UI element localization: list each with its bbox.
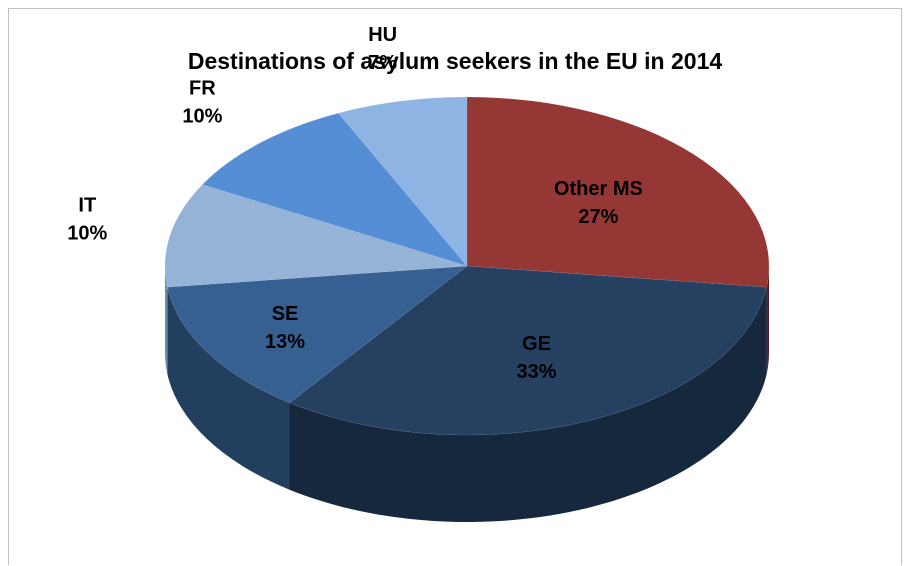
pie-label-fr: FR 10% <box>182 77 222 127</box>
pie-label-ge: GE 33% <box>517 333 557 383</box>
slice-percent-label: 10% <box>67 222 107 244</box>
pie-labels: Other MS 27% GE 33% SE 13% IT 10% FR 10% HU 7% <box>67 24 643 383</box>
pie-side-other-ms <box>766 266 769 375</box>
slice-name-label: Other MS <box>554 178 643 200</box>
pie-slice-other-ms <box>466 96 770 288</box>
pie-slice-fr <box>201 112 468 267</box>
chart-title: Destinations of asylum seekers in the EU… <box>188 48 723 74</box>
slice-percent-label: 13% <box>265 331 305 353</box>
pie-slice-ge <box>288 265 767 436</box>
chart-area: Destinations of asylum seekers in the EU… <box>8 8 902 565</box>
pie-label-hu: HU 7% <box>368 24 397 74</box>
slice-name-label: HU <box>368 24 397 46</box>
pie-chart: Destinations of asylum seekers in the EU… <box>67 24 770 522</box>
slice-percent-label: 27% <box>578 206 618 228</box>
pie-side-it <box>165 266 168 375</box>
slice-name-label: SE <box>272 303 299 325</box>
pie-label-se: SE 13% <box>265 303 305 353</box>
slice-percent-label: 10% <box>182 105 222 127</box>
pie-sides <box>165 266 769 522</box>
pie-label-it: IT 10% <box>67 194 107 244</box>
pie-label-other-ms: Other MS 27% <box>554 178 643 228</box>
slice-name-label: GE <box>522 333 551 355</box>
pie-slice-it <box>164 184 468 288</box>
slice-percent-label: 7% <box>368 52 397 74</box>
pie-side-se <box>167 287 290 490</box>
pie-side-ge <box>289 287 767 522</box>
pie-tops <box>164 96 770 436</box>
pie-slice-se <box>167 265 468 404</box>
slice-percent-label: 33% <box>517 361 557 383</box>
pie-slice-hu <box>337 96 468 267</box>
slice-name-label: IT <box>78 194 96 216</box>
slice-name-label: FR <box>189 77 216 99</box>
